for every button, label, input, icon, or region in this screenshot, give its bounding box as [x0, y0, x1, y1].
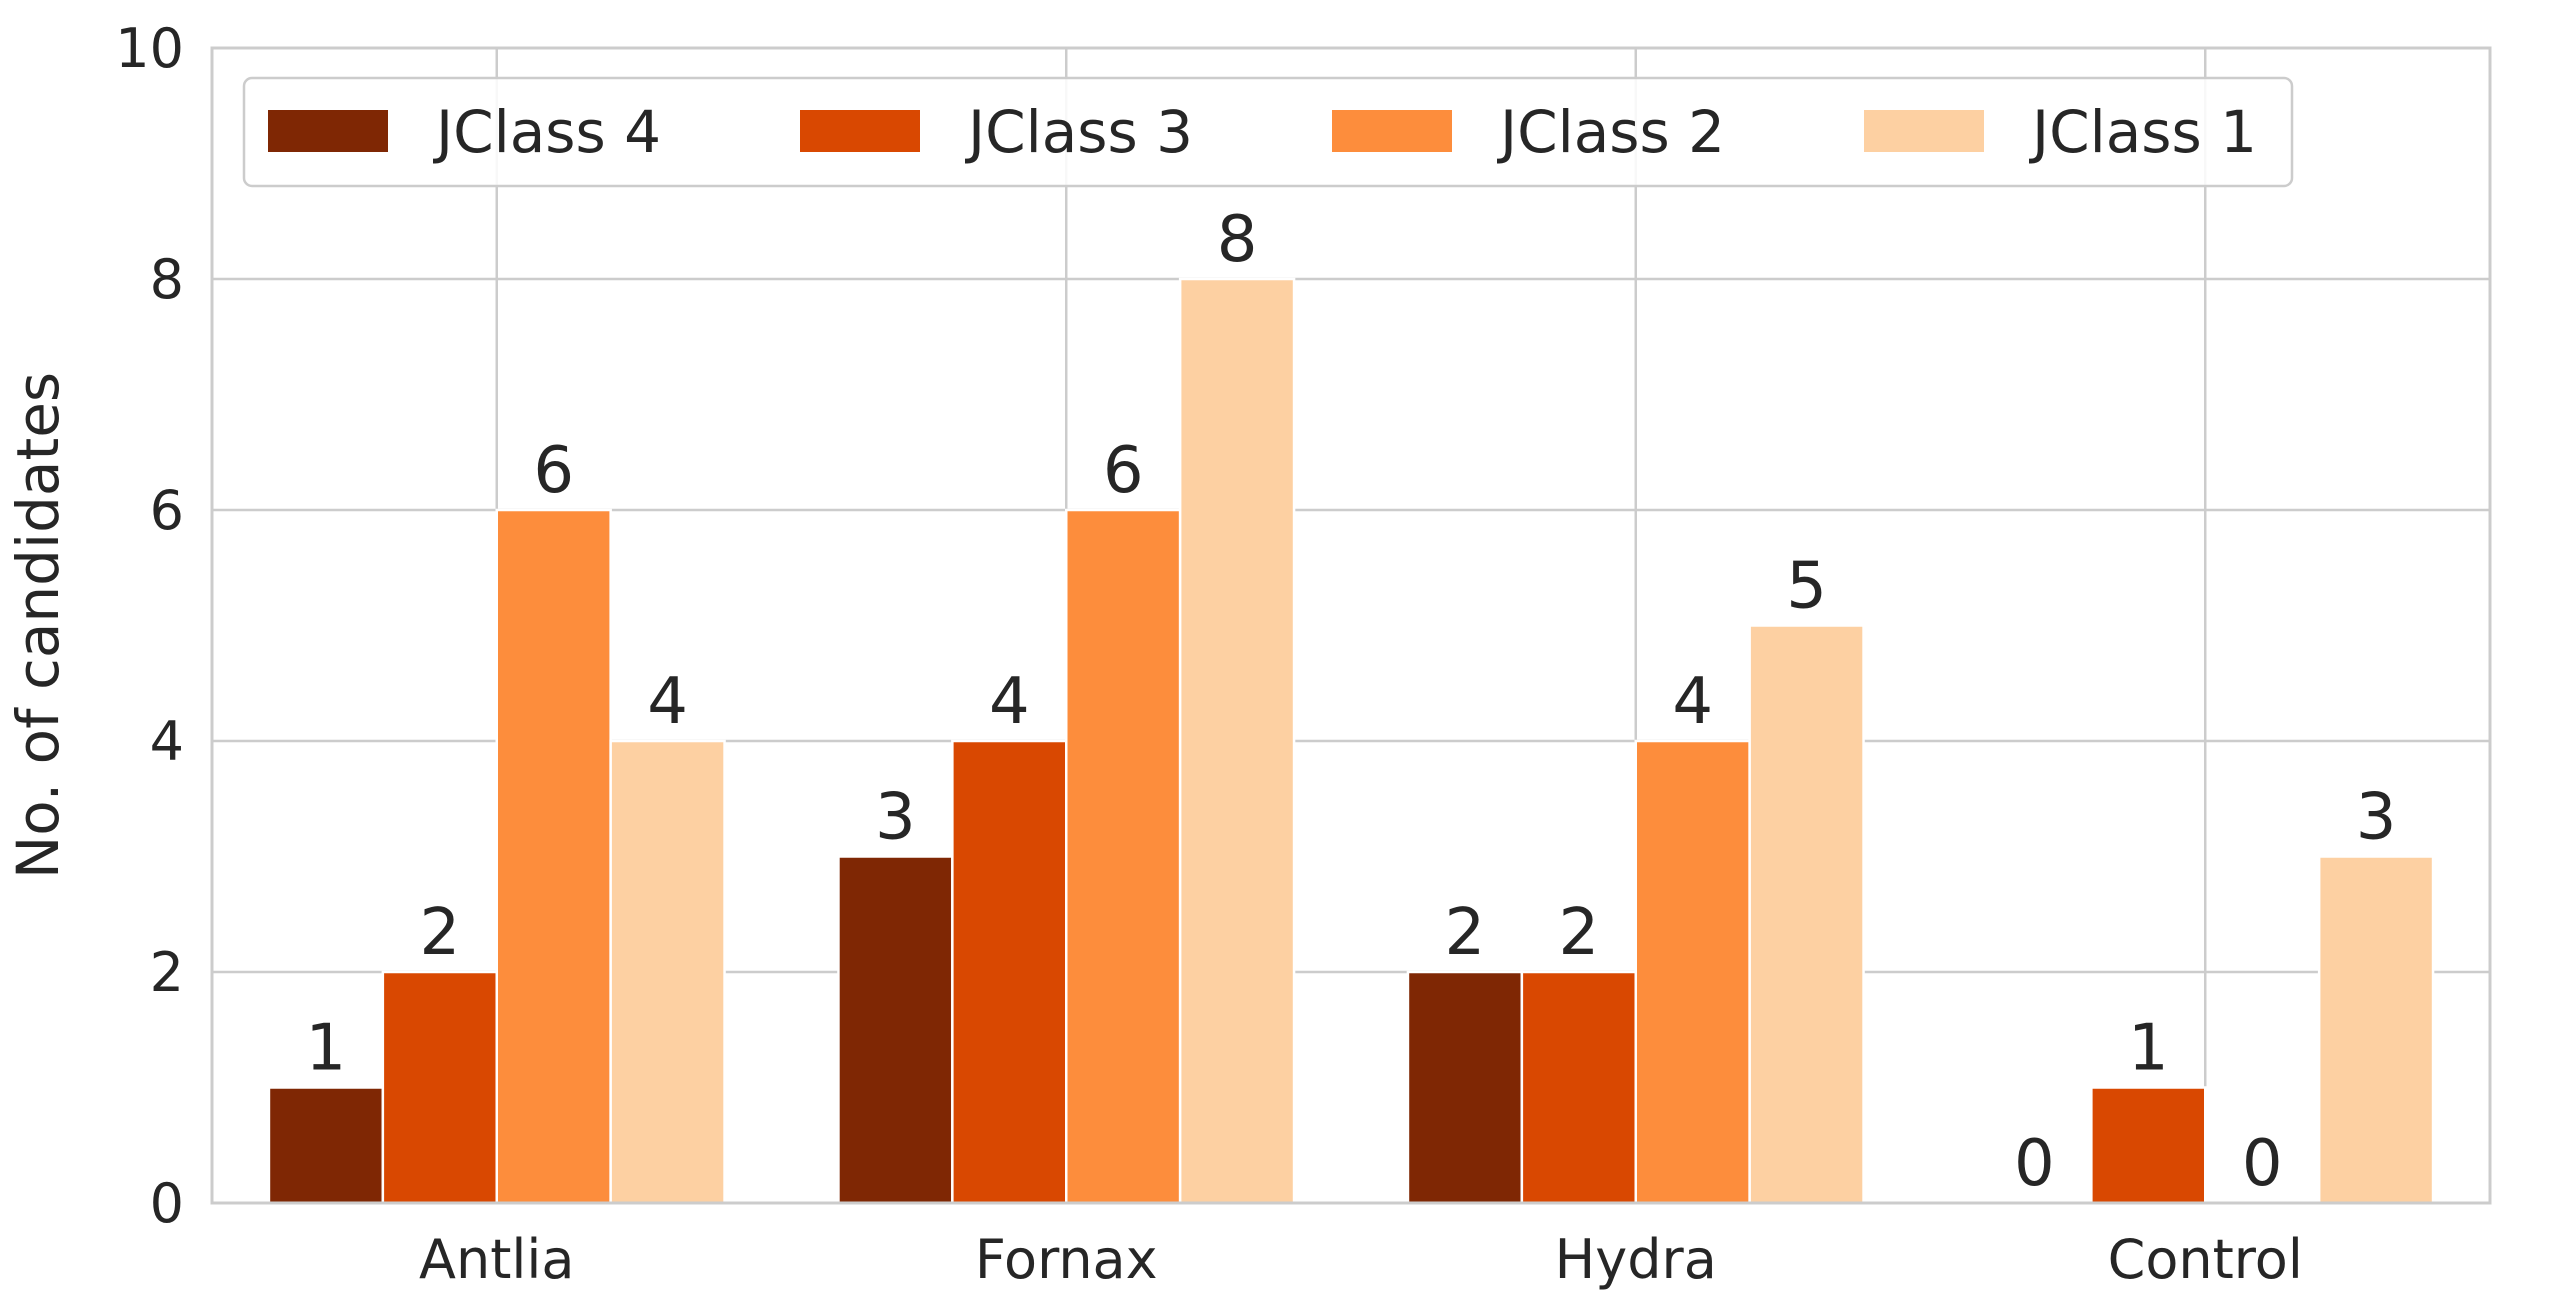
y-tick-label: 4 — [150, 710, 184, 773]
legend: JClass 4 JClass 3 JClass 2 JClass 1 — [242, 76, 2294, 188]
y-tick-label: 8 — [150, 248, 184, 311]
bar-antlia-jclass-3 — [381, 970, 499, 1205]
legend-swatch — [1864, 110, 1984, 152]
legend-label: JClass 4 — [433, 98, 661, 166]
bar-hydra-jclass-4 — [1406, 970, 1524, 1205]
bar-value-label: 8 — [1217, 203, 1258, 277]
bar-hydra-jclass-2 — [1634, 739, 1751, 1205]
legend-swatch — [800, 110, 920, 152]
y-tick-label: 0 — [150, 1172, 184, 1235]
bar-value-label: 0 — [2014, 1127, 2055, 1201]
y-axis-title: No. of candidates — [4, 372, 72, 879]
bar-fornax-jclass-1 — [1178, 277, 1296, 1205]
legend-swatch — [268, 110, 388, 152]
legend-label: JClass 3 — [965, 98, 1193, 166]
bar-value-label: 0 — [2242, 1127, 2283, 1201]
legend-swatch — [1332, 110, 1452, 152]
bar-hydra-jclass-3 — [1520, 970, 1637, 1205]
bar-fornax-jclass-2 — [1065, 508, 1182, 1205]
bar-fornax-jclass-4 — [837, 855, 954, 1205]
bar-value-label: 4 — [1672, 665, 1713, 739]
bar-value-label: 5 — [1786, 550, 1827, 624]
bar-value-label: 6 — [533, 434, 574, 508]
bar-value-label: 2 — [1445, 896, 1486, 970]
x-tick-label-antlia: Antlia — [419, 1228, 574, 1291]
legend-box — [242, 76, 2294, 188]
y-tick-label: 6 — [150, 479, 184, 542]
bar-value-label: 2 — [1558, 896, 1599, 970]
bar-value-label: 1 — [306, 1012, 347, 1086]
y-tick-label: 2 — [150, 941, 184, 1004]
bar-value-label: 1 — [2128, 1012, 2169, 1086]
bar-antlia-jclass-2 — [495, 508, 612, 1205]
bar-antlia-jclass-1 — [609, 739, 726, 1205]
x-tick-label-control: Control — [2108, 1228, 2303, 1291]
legend-label: JClass 2 — [1497, 98, 1725, 166]
bar-hydra-jclass-1 — [1748, 624, 1865, 1205]
bar-control-jclass-1 — [2317, 855, 2435, 1205]
bar-value-label: 4 — [989, 665, 1030, 739]
bar-value-label: 3 — [875, 781, 916, 855]
y-tick-label: 10 — [115, 17, 184, 80]
bar-antlia-jclass-4 — [267, 1086, 385, 1205]
x-tick-label-fornax: Fornax — [975, 1228, 1158, 1291]
bar-fornax-jclass-3 — [951, 739, 1068, 1205]
bar-value-label: 4 — [647, 665, 688, 739]
bar-value-label: 2 — [419, 896, 460, 970]
bar-control-jclass-3 — [2090, 1086, 2207, 1205]
plot-frame — [210, 46, 2492, 1205]
bar-value-label: 3 — [2356, 781, 2397, 855]
legend-label: JClass 1 — [2029, 98, 2257, 166]
bar-value-label: 6 — [1103, 434, 1144, 508]
x-tick-label-hydra: Hydra — [1555, 1228, 1717, 1291]
